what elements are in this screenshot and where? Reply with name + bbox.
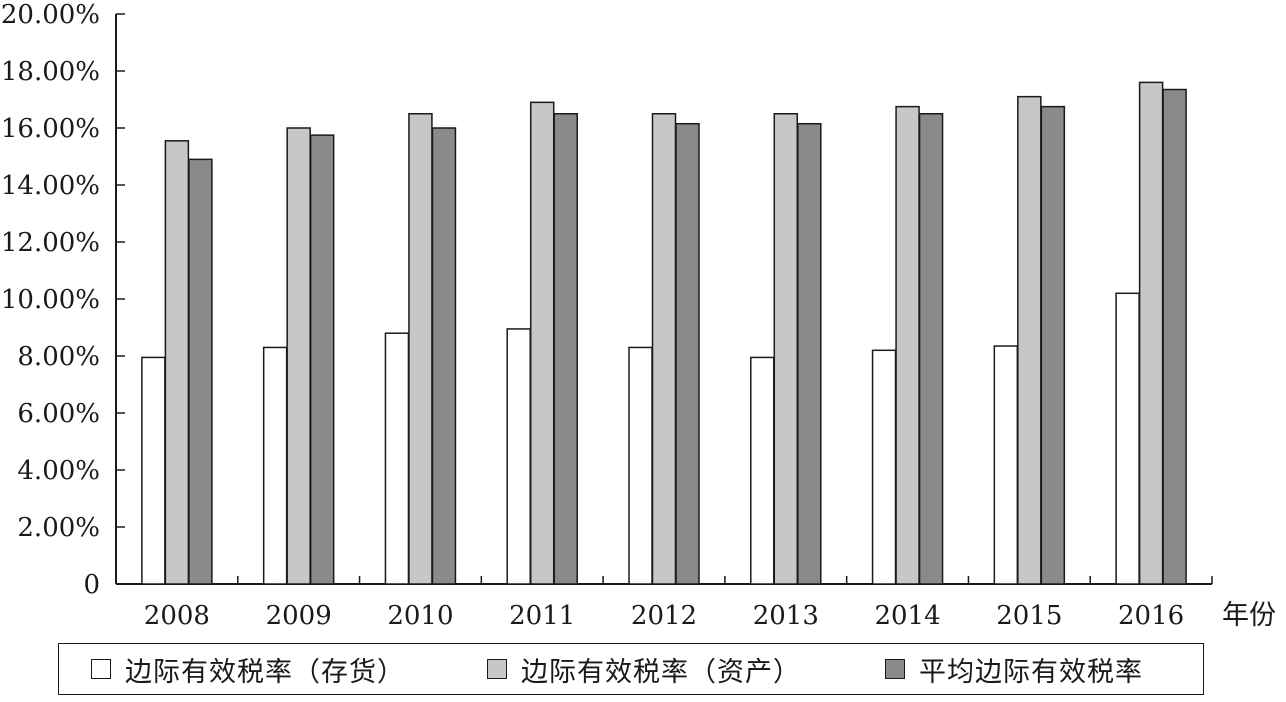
bar-2012-s1 (651, 113, 677, 585)
y-tick-label: 12.00% (1, 228, 100, 258)
bars (141, 81, 1187, 585)
bar-2013-s1 (773, 113, 799, 585)
bar-2008-s2 (188, 158, 213, 585)
bar-2010-s1 (408, 113, 433, 585)
bar-2014-s0 (871, 349, 897, 585)
x-tick-label: 2015 (996, 601, 1062, 631)
bar-chart: 0 2.00% 4.00% 6.00% 8.00% 10.00% 12.00% 14.00% 1… (1, 0, 1276, 631)
x-tick-label: 2016 (1118, 601, 1184, 631)
bar-2011-s0 (506, 328, 531, 585)
y-tick-label: 6.00% (17, 399, 100, 429)
y-tick-label: 2.00% (17, 513, 100, 543)
y-axis: 0 2.00% 4.00% 6.00% 8.00% 10.00% 12.00% 14.00% 1… (1, 0, 125, 600)
y-tick-label: 18.00% (1, 57, 100, 87)
bar-2013-s2 (797, 122, 822, 585)
bar-2016-s2 (1162, 88, 1187, 585)
bar-2013-s0 (750, 356, 775, 585)
x-tick-label: 2012 (631, 601, 697, 631)
bar-2015-s2 (1040, 105, 1066, 585)
legend-label-assets: 边际有效税率（资产） (521, 656, 801, 688)
x-tick-label: 2011 (509, 601, 575, 631)
bar-2015-s0 (993, 345, 1019, 585)
bar-2008-s0 (141, 356, 166, 585)
legend: 边际有效税率（存货） 边际有效税率（资产） 平均边际有效税率 (58, 643, 1204, 695)
bar-2016-s0 (1115, 292, 1140, 585)
bar-2012-s0 (628, 346, 653, 585)
legend-swatch-average (885, 659, 905, 679)
bar-2015-s1 (1017, 95, 1042, 585)
legend-swatch-inventory (91, 659, 111, 679)
bar-2009-s0 (262, 346, 288, 585)
legend-label-average: 平均边际有效税率 (919, 656, 1143, 688)
bar-2009-s2 (309, 134, 335, 585)
legend-swatch-assets (487, 659, 507, 679)
legend-label-inventory: 边际有效税率（存货） (125, 656, 405, 688)
bar-2011-s2 (553, 113, 578, 585)
bar-2010-s0 (384, 332, 410, 585)
bar-2011-s1 (529, 101, 555, 585)
bar-2014-s1 (895, 105, 920, 585)
y-tick-label: 0 (83, 570, 100, 600)
x-tick-label: 2009 (266, 601, 332, 631)
bar-2012-s2 (675, 122, 700, 585)
y-tick-label: 20.00% (1, 0, 100, 30)
y-tick-label: 14.00% (1, 171, 100, 201)
legend-item-inventory: 边际有效税率（存货） (91, 644, 405, 694)
bar-2010-s2 (431, 127, 457, 585)
y-tick-label: 10.00% (1, 285, 100, 315)
y-tick-label: 4.00% (17, 456, 100, 486)
bar-2008-s1 (164, 140, 190, 585)
y-tick-label: 8.00% (17, 342, 100, 372)
x-axis-label: 年份 (1222, 600, 1276, 631)
x-tick-label: 2014 (874, 601, 940, 631)
x-tick-label: 2010 (387, 601, 453, 631)
legend-item-average: 平均边际有效税率 (885, 644, 1143, 694)
bar-2014-s2 (918, 113, 944, 585)
bar-2009-s1 (286, 127, 311, 585)
x-tick-label: 2013 (753, 601, 819, 631)
bar-2016-s1 (1138, 81, 1164, 585)
y-tick-label: 16.00% (1, 114, 100, 144)
legend-item-assets: 边际有效税率（资产） (487, 644, 801, 694)
x-tick-label: 2008 (144, 601, 210, 631)
